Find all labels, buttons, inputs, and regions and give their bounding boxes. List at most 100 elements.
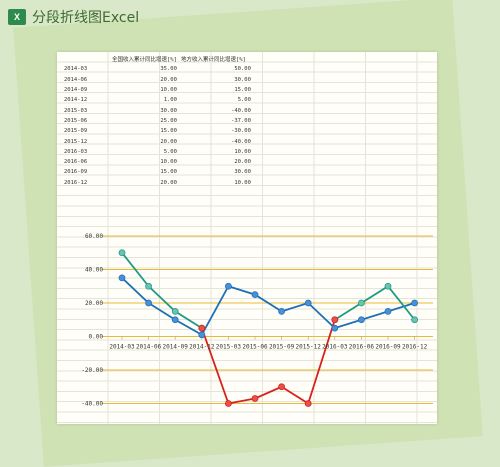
- table-row[interactable]: 2015-09 15.00 -30.00: [62, 126, 253, 136]
- table-cell-local[interactable]: -40.00: [231, 107, 251, 114]
- x-tick-label: 2014-12: [189, 344, 215, 351]
- table-cell-date[interactable]: 2014-12: [64, 97, 88, 104]
- table-row[interactable]: 2014-12 1.00 5.00: [62, 95, 253, 105]
- blue-series-point: [278, 307, 286, 315]
- table-row[interactable]: 2016-09 15.00 30.00: [62, 167, 253, 177]
- x-tick-label: 2016-06: [349, 344, 375, 351]
- blue-series-point: [411, 299, 419, 307]
- table-cell-national[interactable]: 30.00: [160, 107, 177, 114]
- table-cell-local[interactable]: -30.00: [231, 128, 251, 135]
- table-cell-national[interactable]: 5.00: [163, 148, 177, 155]
- x-tick-label: 2016-09: [375, 344, 401, 351]
- table-cell-national[interactable]: 1.00: [163, 97, 177, 104]
- teal-series-point: [145, 282, 152, 290]
- table-cell-local[interactable]: 10.00: [234, 148, 251, 155]
- y-tick-label: 40.00: [85, 267, 103, 274]
- red-series-point: [198, 324, 206, 332]
- x-tick-label: 2014-03: [109, 344, 135, 351]
- table-cell-local[interactable]: 30.00: [234, 76, 251, 83]
- blue-series-point: [384, 307, 392, 315]
- red-series-point: [278, 383, 286, 391]
- y-tick-label: 0.00: [89, 334, 104, 341]
- table-row[interactable]: 2014-09 10.00 15.00: [62, 85, 253, 95]
- x-tick-label: 2014-09: [163, 344, 189, 351]
- table-cell-local[interactable]: 15.00: [234, 87, 251, 94]
- y-tick-label: -20.00: [81, 367, 103, 374]
- table-cell-local[interactable]: 30.00: [234, 169, 251, 176]
- table-row[interactable]: 2016-12 20.00 10.00: [62, 178, 253, 188]
- table-cell-national[interactable]: 35.00: [160, 66, 177, 73]
- teal-series-point: [357, 299, 365, 307]
- blue-series-point: [357, 316, 365, 324]
- table-header-national: 全国收入累计同比增速[%]: [112, 57, 177, 64]
- table-cell-local[interactable]: 20.00: [234, 159, 251, 166]
- blue-series-point: [224, 282, 232, 290]
- x-tick-label: 2016-03: [322, 344, 348, 351]
- teal-series-line: [334, 285, 416, 321]
- table-cell-date[interactable]: 2015-09: [64, 128, 88, 135]
- table-cell-date[interactable]: 2015-03: [64, 107, 88, 114]
- red-series-point: [331, 316, 339, 324]
- title-bar: X 分段折线图Excel: [0, 0, 500, 34]
- blue-series-point: [118, 274, 126, 282]
- table-cell-national[interactable]: 15.00: [160, 128, 177, 135]
- table-cell-date[interactable]: 2016-12: [64, 179, 88, 186]
- table-cell-date[interactable]: 2016-03: [64, 148, 88, 155]
- table-cell-national[interactable]: 10.00: [160, 159, 177, 166]
- blue-series-point: [198, 331, 206, 339]
- table-cell-national[interactable]: 10.00: [160, 87, 177, 94]
- table-row[interactable]: 2016-03 5.00 10.00: [62, 147, 253, 157]
- x-tick-label: 2016-12: [402, 344, 428, 351]
- table-cell-national[interactable]: 20.00: [160, 179, 177, 186]
- table-row[interactable]: 2016-06 10.00 20.00: [62, 157, 253, 167]
- blue-series-point: [304, 299, 312, 307]
- table-row[interactable]: 2015-06 25.00 -37.00: [62, 116, 253, 126]
- red-series-line: [200, 319, 336, 405]
- table-cell-local[interactable]: -37.00: [231, 117, 251, 124]
- blue-series-point: [251, 291, 259, 299]
- x-tick-label: 2015-09: [269, 344, 295, 351]
- excel-icon: X: [8, 9, 26, 25]
- table-cell-date[interactable]: 2016-06: [64, 159, 88, 166]
- window-title: 分段折线图Excel: [32, 10, 140, 26]
- y-tick-label: 20.00: [85, 300, 103, 307]
- red-series-point: [224, 400, 232, 407]
- blue-series-point: [145, 299, 152, 307]
- table-cell-local[interactable]: -40.00: [231, 138, 251, 145]
- red-series-point: [304, 400, 312, 407]
- table-cell-date[interactable]: 2015-06: [64, 117, 88, 124]
- table-cell-national[interactable]: 25.00: [160, 117, 177, 124]
- teal-series-point: [411, 316, 419, 324]
- table-row[interactable]: 2014-03 35.00 50.00: [62, 64, 253, 74]
- table-cell-date[interactable]: 2016-09: [64, 169, 88, 176]
- teal-series-point: [384, 282, 392, 290]
- table-cell-national[interactable]: 15.00: [160, 169, 177, 176]
- table-cell-date[interactable]: 2014-06: [64, 76, 88, 83]
- table-header-local: 地方收入累计同比增速[%]: [180, 57, 246, 64]
- table-header-row: 全国收入累计同比增速[%] 地方收入累计同比增速[%]: [62, 54, 253, 64]
- table-cell-date[interactable]: 2015-12: [64, 138, 88, 145]
- teal-series-point: [171, 307, 179, 315]
- table-row[interactable]: 2015-03 30.00 -40.00: [62, 105, 253, 115]
- table-cell-date[interactable]: 2014-03: [64, 66, 88, 73]
- teal-series-line: [121, 252, 203, 329]
- table-cell-local[interactable]: 50.00: [234, 66, 251, 73]
- blue-series-line: [121, 277, 415, 337]
- table-cell-local[interactable]: 5.00: [237, 97, 251, 104]
- y-tick-label: -40.00: [81, 401, 103, 408]
- x-tick-label: 2015-03: [216, 344, 242, 351]
- table-row[interactable]: 2014-06 20.00 30.00: [62, 75, 253, 85]
- table-row[interactable]: 2015-12 20.00 -40.00: [62, 136, 253, 146]
- teal-series-point: [118, 249, 126, 257]
- blue-series-point: [331, 324, 339, 332]
- x-tick-label: 2015-12: [296, 344, 322, 351]
- table-cell-national[interactable]: 20.00: [160, 76, 177, 83]
- table-cell-national[interactable]: 20.00: [160, 138, 177, 145]
- x-tick-label: 2014-06: [136, 344, 162, 351]
- table-cell-date[interactable]: 2014-09: [64, 87, 88, 94]
- table-cell-local[interactable]: 10.00: [234, 179, 251, 186]
- spreadsheet-sheet[interactable]: 全国收入累计同比增速[%] 地方收入累计同比增速[%] 2014-03 35.00…: [57, 52, 437, 424]
- blue-series-point: [171, 316, 179, 324]
- red-series-point: [251, 395, 259, 402]
